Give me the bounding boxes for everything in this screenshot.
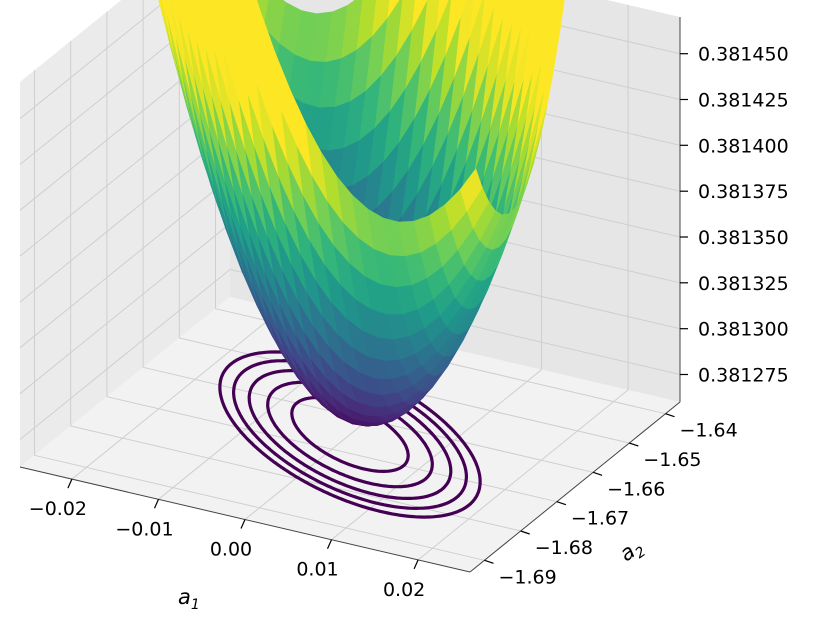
x-tick-label: 0.00 [210, 539, 252, 561]
tick-mark [326, 539, 333, 549]
y-axis-line [469, 401, 681, 573]
x-tick-label: 0.02 [383, 579, 425, 601]
tick-mark [556, 501, 567, 506]
y-gridline-floor [106, 396, 558, 503]
y-tick-label: −1.69 [499, 566, 557, 588]
z-tick-label: 0.381325 [698, 273, 789, 295]
surface-facet [460, 168, 483, 212]
z-gridline-left-wall [19, 269, 231, 440]
tick-mark [665, 413, 675, 418]
tick-mark [629, 442, 639, 447]
axis-ticks [67, 53, 688, 570]
y-tick-label: −1.65 [643, 449, 701, 471]
y-tick-label: −1.66 [607, 478, 665, 500]
tick-mark [413, 559, 419, 570]
z-gridline-left-wall [19, 0, 168, 120]
x-gridline-floor [417, 389, 629, 561]
tick-mark [520, 530, 530, 535]
z-tick-label: 0.381425 [698, 90, 789, 112]
z-tick-label: 0.381450 [698, 44, 789, 66]
y-tick-label: −1.64 [680, 420, 738, 442]
z-gridline-left-wall [19, 223, 231, 395]
z-tick-label: 0.381350 [698, 227, 789, 249]
z-gridline-left-wall [19, 177, 231, 349]
z-gridline-left-wall [19, 131, 231, 303]
z-tick-label: 0.381400 [698, 135, 789, 157]
x-tick-label: −0.01 [115, 518, 173, 540]
tick-mark [484, 559, 494, 564]
z-tick-label: 0.381300 [698, 319, 789, 341]
tick-labels: −0.02 −0.01 0.00 0.01 0.02 −1.69 −1.68 −1.67 −1.… [29, 44, 789, 601]
x-axis-title: a1 [178, 585, 200, 613]
z-tick-label: 0.381275 [698, 365, 789, 387]
y-tick-label: −1.68 [535, 537, 593, 559]
z-tick-label: 0.381375 [698, 181, 789, 203]
y-gridline-floor [70, 425, 521, 532]
y-gridline-floor [34, 454, 485, 561]
x-gridline-floor [71, 308, 283, 480]
tick-mark [592, 471, 603, 476]
tick-mark [67, 478, 73, 489]
surface-mesh [158, 0, 565, 427]
tick-mark [240, 519, 246, 529]
y-tick-label: −1.67 [571, 508, 629, 530]
x-gridline-floor [331, 369, 542, 541]
x-tick-label: −0.02 [29, 498, 87, 520]
x-tick-label: 0.01 [296, 559, 338, 581]
back-left-pane [20, 0, 230, 467]
y-axis-title: a2 [615, 534, 649, 569]
tick-mark [153, 499, 160, 509]
